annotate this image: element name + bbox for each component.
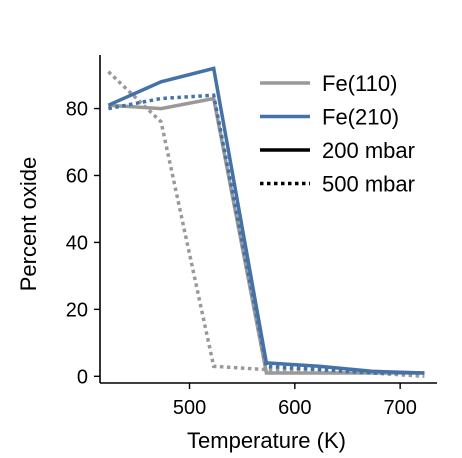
y-tick-label: 60 <box>66 165 88 187</box>
x-axis-title: Temperature (K) <box>187 428 346 453</box>
legend-label: Fe(110) <box>322 71 397 96</box>
x-tick-label: 500 <box>173 397 206 419</box>
series-line-fe110-500mbar <box>107 70 425 379</box>
y-tick-label: 40 <box>66 232 88 254</box>
series-layer <box>107 66 425 379</box>
axes-layer: 500 600 700 0 20 40 60 80 Temperature (K) Percent… <box>16 55 437 453</box>
y-axis-title: Percent oxide <box>16 157 41 292</box>
legend-label: 200 mbar <box>322 138 415 163</box>
x-tick-label: 600 <box>278 397 311 419</box>
y-tick-label: 0 <box>77 366 88 388</box>
legend-label: 500 mbar <box>322 172 415 197</box>
y-tick-label: 80 <box>66 99 88 121</box>
series-line-fe210-500mbar <box>108 93 425 375</box>
legend-layer: Fe(110) Fe(210) 200 mbar 500 mbar <box>260 71 415 197</box>
legend-label: Fe(210) <box>322 105 399 130</box>
y-tick-label: 20 <box>66 299 88 321</box>
x-tick-label: 700 <box>383 397 416 419</box>
